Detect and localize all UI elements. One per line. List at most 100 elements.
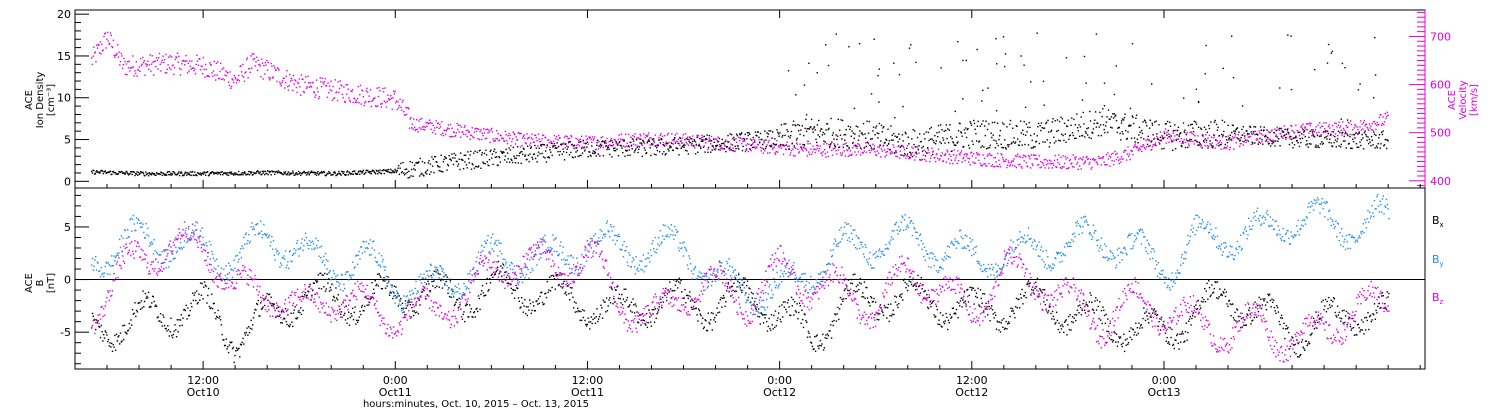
density-point <box>346 171 348 173</box>
velocity-point <box>1218 141 1221 144</box>
density-point <box>812 131 814 133</box>
density-point <box>1290 135 1292 138</box>
velocity-point <box>1140 145 1142 148</box>
bx-point <box>147 297 149 299</box>
density-point <box>470 168 473 170</box>
density-point <box>1094 111 1097 113</box>
velocity-point <box>1332 125 1334 127</box>
bx-point <box>186 318 188 320</box>
bx-point <box>444 284 446 286</box>
bx-point <box>555 274 557 277</box>
bx-point <box>882 311 884 314</box>
bx-point <box>296 318 298 320</box>
density-point <box>737 145 739 147</box>
density-point <box>711 149 713 151</box>
density-point <box>163 173 165 175</box>
velocity-point <box>1017 153 1019 155</box>
density-point <box>918 145 920 147</box>
bx-point <box>673 279 675 281</box>
density-point <box>654 145 656 147</box>
density-point <box>724 140 726 143</box>
density-point <box>1228 138 1230 140</box>
density-point <box>655 154 657 156</box>
velocity-point <box>799 143 801 145</box>
velocity-point <box>1159 131 1162 133</box>
density-point <box>924 155 927 157</box>
velocity-point <box>992 165 994 168</box>
bx-point <box>1044 303 1047 306</box>
bx-point <box>629 310 632 312</box>
velocity-point <box>684 139 686 141</box>
density-point <box>574 156 576 158</box>
velocity-point <box>738 140 741 142</box>
density-point <box>1074 124 1077 126</box>
bx-point <box>907 285 910 287</box>
density-point <box>1059 140 1061 142</box>
density-point <box>263 170 265 173</box>
density-point <box>1301 133 1303 135</box>
density-point <box>217 171 220 174</box>
density-point <box>516 146 519 148</box>
velocity-point <box>897 145 899 148</box>
velocity-point <box>664 143 666 145</box>
bx-point <box>790 314 792 317</box>
density-point <box>733 136 735 139</box>
velocity-point <box>952 163 954 165</box>
density-point <box>474 150 476 152</box>
density-point <box>382 169 385 171</box>
velocity-point <box>1306 129 1309 131</box>
density-point <box>380 173 383 175</box>
bx-point <box>364 295 367 298</box>
density-point <box>135 173 138 175</box>
velocity-point <box>1008 162 1010 164</box>
density-point <box>538 147 540 149</box>
velocity-point <box>251 67 253 69</box>
density-point <box>1104 131 1106 134</box>
velocity-point <box>1205 134 1207 136</box>
density-point <box>901 144 903 147</box>
bx-point <box>782 316 784 318</box>
velocity-point <box>210 64 212 66</box>
velocity-point <box>458 131 460 133</box>
velocity-point <box>511 140 513 143</box>
bx-point <box>161 325 163 327</box>
velocity-point <box>906 145 909 147</box>
velocity-point <box>1001 157 1004 159</box>
velocity-point <box>939 158 941 160</box>
density-point <box>1329 138 1331 140</box>
velocity-point <box>262 78 264 80</box>
velocity-point <box>947 151 949 153</box>
velocity-point <box>1290 124 1292 127</box>
density-point <box>1086 127 1088 130</box>
density-point <box>406 171 409 174</box>
velocity-point <box>165 53 167 56</box>
bx-point <box>786 311 788 313</box>
bx-point <box>549 276 551 278</box>
bx-point <box>392 291 395 294</box>
velocity-point <box>1030 154 1033 156</box>
velocity-point <box>1299 131 1301 133</box>
bx-point <box>802 326 805 329</box>
velocity-point <box>393 93 396 95</box>
bx-point <box>284 318 286 320</box>
bx-point <box>122 325 124 327</box>
velocity-point <box>444 129 446 132</box>
bx-point <box>515 284 517 287</box>
velocity-point <box>222 78 224 80</box>
velocity-point <box>1053 164 1055 167</box>
density-point <box>176 174 178 176</box>
bx-point <box>462 313 464 316</box>
bx-point <box>280 310 283 312</box>
velocity-point <box>1135 146 1138 149</box>
velocity-point <box>1015 166 1017 169</box>
bx-point <box>898 295 901 297</box>
density-point <box>1309 130 1311 132</box>
density-point <box>1004 53 1007 55</box>
velocity-point <box>377 95 380 98</box>
bx-point <box>190 302 192 305</box>
velocity-point <box>145 63 147 65</box>
velocity-point <box>284 81 287 84</box>
velocity-point <box>699 145 701 147</box>
density-point <box>1125 138 1128 140</box>
bx-point <box>641 312 644 315</box>
